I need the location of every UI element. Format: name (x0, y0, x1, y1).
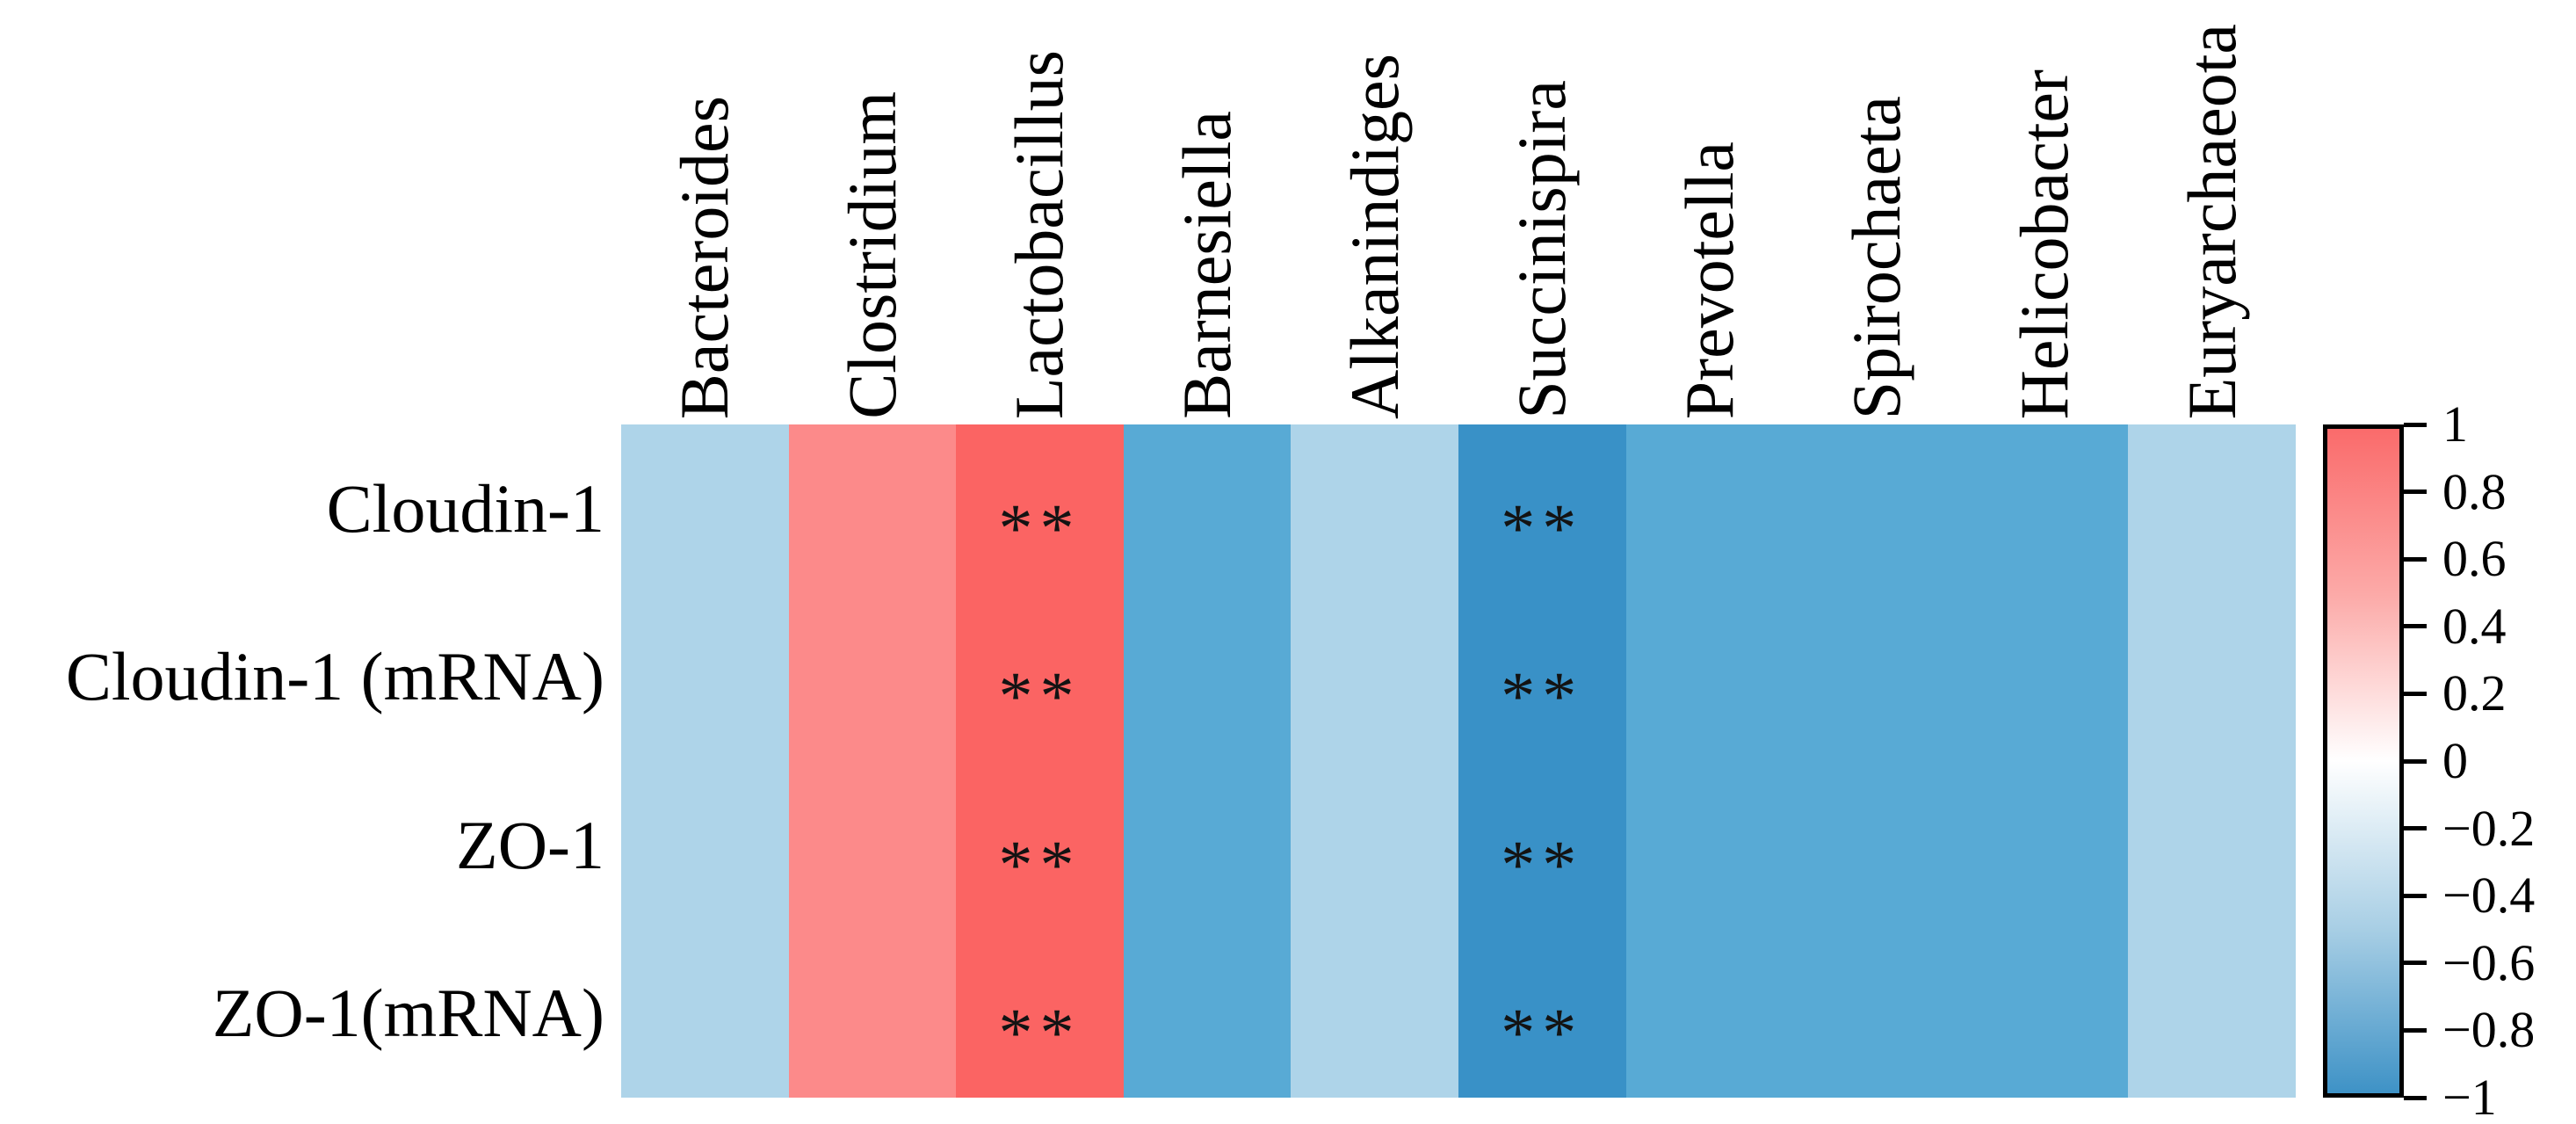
column-label: Barnesiella (1169, 111, 1246, 419)
heatmap-grid: ** ** ** ** ** ** ** ** (621, 424, 2296, 1098)
heatmap-cell (1793, 929, 1961, 1098)
significance-marker: ** (1501, 657, 1584, 735)
colorbar-tick-label: −0.8 (2442, 1001, 2536, 1059)
significance-marker: ** (1501, 994, 1584, 1071)
heatmap-cell (1960, 592, 2129, 761)
colorbar-tick-label: 0.6 (2442, 530, 2507, 588)
column-label-wrap: Succinispira (1458, 0, 1626, 419)
colorbar-gradient (2323, 424, 2404, 1098)
column-label-wrap: Clostridium (789, 0, 957, 419)
heatmap-cell (788, 929, 957, 1098)
heatmap-cell (621, 761, 789, 930)
significance-marker: ** (1501, 489, 1584, 566)
column-label-wrap: Bacteroides (621, 0, 789, 419)
heatmap-cell (1123, 424, 1292, 593)
heatmap-cell (1625, 424, 1794, 593)
heatmap-cell (621, 424, 789, 593)
colorbar-tick (2404, 758, 2427, 764)
heatmap-cell (2128, 424, 2296, 593)
colorbar-tick (2404, 961, 2427, 966)
significance-marker: ** (1501, 825, 1584, 903)
heatmap-cell (1960, 761, 2129, 930)
column-label: Bacteroides (666, 95, 743, 419)
heatmap-cell: ** (1458, 592, 1626, 761)
significance-marker: ** (998, 489, 1082, 566)
colorbar-tick (2404, 624, 2427, 629)
colorbar-tick-label: −0.2 (2442, 799, 2536, 857)
column-label: Prevotella (1670, 141, 1747, 419)
column-label: Spirochaeta (1838, 95, 1915, 419)
colorbar-tick (2404, 489, 2427, 495)
heatmap-cell (1960, 424, 2129, 593)
row-label: ZO-1(mRNA) (212, 975, 604, 1052)
row-label: ZO-1 (456, 806, 604, 883)
colorbar-tick-label: 0.2 (2442, 664, 2507, 722)
heatmap-cell: ** (1458, 929, 1626, 1098)
colorbar-tick-label: 0.4 (2442, 597, 2507, 655)
colorbar-tick-label: −1 (2442, 1069, 2497, 1124)
heatmap-cell (1625, 929, 1794, 1098)
column-label-wrap: Alkanindiges (1291, 0, 1458, 419)
heatmap-cell (788, 592, 957, 761)
colorbar-tick (2404, 1027, 2427, 1033)
column-label: Euryarchaeota (2173, 23, 2250, 419)
colorbar-tick (2404, 1095, 2427, 1100)
heatmap-cell: ** (956, 761, 1124, 930)
column-label-wrap: Euryarchaeota (2128, 0, 2296, 419)
colorbar-tick-label: 0.8 (2442, 462, 2507, 520)
heatmap-cell (1123, 592, 1292, 761)
colorbar-tick (2404, 556, 2427, 562)
heatmap-cell (621, 929, 789, 1098)
heatmap-cell (1793, 761, 1961, 930)
heatmap-cell (1291, 929, 1458, 1098)
heatmap-cell: ** (956, 424, 1124, 593)
column-label: Succinispira (1503, 80, 1581, 419)
colorbar-tick (2404, 826, 2427, 831)
heatmap-cell: ** (956, 929, 1124, 1098)
colorbar-tick (2404, 691, 2427, 696)
column-label: Alkanindiges (1335, 54, 1413, 419)
heatmap-cell: ** (956, 592, 1124, 761)
heatmap-cell: ** (1458, 424, 1626, 593)
significance-marker: ** (998, 994, 1082, 1071)
colorbar-tick-label: −0.4 (2442, 867, 2536, 925)
heatmap-cell: ** (1458, 761, 1626, 930)
column-label-wrap: Lactobacillus (956, 0, 1124, 419)
heatmap-cell (2128, 761, 2296, 930)
heatmap-cell (2128, 929, 2296, 1098)
significance-marker: ** (998, 657, 1082, 735)
column-label: Helicobacter (2006, 69, 2083, 419)
column-label: Clostridium (833, 91, 910, 419)
heatmap-cell (788, 424, 957, 593)
column-label: Lactobacillus (1001, 49, 1078, 419)
colorbar-tick-label: 1 (2442, 395, 2468, 453)
heatmap-cell (788, 761, 957, 930)
colorbar-tick-label: −0.6 (2442, 933, 2536, 991)
column-label-wrap: Spirochaeta (1793, 0, 1961, 419)
heatmap-cell (1793, 592, 1961, 761)
heatmap-cell (1291, 424, 1458, 593)
heatmap-cell (1123, 761, 1292, 930)
column-label-wrap: Helicobacter (1961, 0, 2129, 419)
row-label: Cloudin-1 (mRNA) (65, 638, 604, 715)
heatmap-cell (1793, 424, 1961, 593)
column-label-wrap: Barnesiella (1124, 0, 1292, 419)
heatmap-cell (1291, 761, 1458, 930)
heatmap-cell (1123, 929, 1292, 1098)
heatmap-cell (621, 592, 789, 761)
column-label-wrap: Prevotella (1626, 0, 1794, 419)
heatmap-cell (2128, 592, 2296, 761)
colorbar-tick (2404, 893, 2427, 898)
heatmap-cell (1291, 592, 1458, 761)
colorbar-tick-label: 0 (2442, 732, 2468, 789)
heatmap-cell (1625, 761, 1794, 930)
row-label: Cloudin-1 (326, 469, 604, 547)
heatmap-cell (1960, 929, 2129, 1098)
heatmap-cell (1625, 592, 1794, 761)
colorbar-tick (2404, 422, 2427, 427)
significance-marker: ** (998, 825, 1082, 903)
